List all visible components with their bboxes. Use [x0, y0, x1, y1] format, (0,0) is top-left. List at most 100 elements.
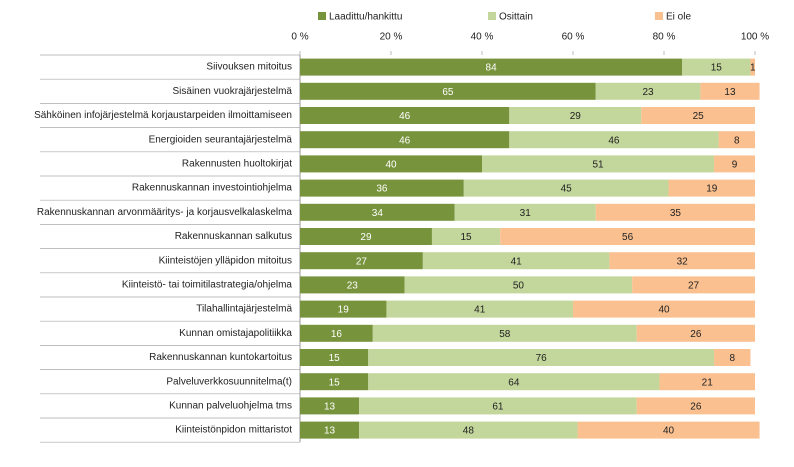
- value-label: 40: [385, 160, 397, 171]
- value-label: 15: [329, 353, 341, 364]
- value-label: 50: [513, 281, 525, 292]
- legend-label: Laadittu/hankittu: [329, 12, 402, 23]
- bar-segment: [700, 82, 760, 100]
- bar-segment: [300, 58, 683, 76]
- category-label: Rakennuskannan kuntokartoitus: [149, 352, 292, 363]
- bar-segment: [422, 252, 610, 270]
- category-label: Kunnan palveluohjelma tms: [169, 401, 292, 412]
- value-label: 26: [690, 329, 702, 340]
- value-label: 15: [329, 377, 341, 388]
- value-label: 15: [461, 232, 473, 243]
- value-label: 61: [492, 402, 504, 413]
- bar-segment: [509, 131, 719, 149]
- bar-segment: [300, 228, 432, 245]
- bar-segment: [300, 252, 423, 270]
- value-label: 32: [677, 256, 689, 267]
- bar-segment: [454, 203, 596, 221]
- category-label: Sähköinen infojärjestelmä korjaustarpeid…: [34, 110, 292, 121]
- bar-segment: [300, 82, 596, 100]
- value-label: 76: [536, 353, 548, 364]
- bar-segment: [659, 373, 755, 391]
- bar-segment: [372, 324, 637, 342]
- category-label: Sisäinen vuokrajärjestelmä: [172, 86, 292, 97]
- value-label: 84: [486, 63, 498, 74]
- category-label: Palveluverkkosuunnitelma(t): [166, 376, 292, 387]
- bar-segment: [482, 155, 715, 173]
- category-label: Tilahallintajärjestelmä: [196, 304, 292, 315]
- value-label: 13: [724, 87, 736, 98]
- value-label: 51: [592, 160, 604, 171]
- bar-segment: [573, 300, 755, 318]
- value-label: 29: [360, 232, 372, 243]
- value-label: 36: [376, 184, 388, 195]
- x-tick-label: 0 %: [291, 32, 308, 43]
- value-label: 15: [711, 63, 723, 74]
- value-label: 45: [561, 184, 573, 195]
- value-label: 65: [442, 87, 454, 98]
- bar-segment: [359, 421, 578, 439]
- category-label: Kiinteistö- tai toimitilastrategia/ohjel…: [122, 280, 293, 291]
- category-label: Rakennuskannan arvonmääritys- ja korjaus…: [37, 207, 293, 218]
- category-label: Siivouksen mitoitus: [206, 62, 292, 73]
- bar-segment: [682, 58, 751, 76]
- value-label: 27: [688, 281, 700, 292]
- bar-segment: [718, 131, 755, 149]
- bar-segment: [714, 349, 751, 366]
- legend-swatch: [655, 12, 663, 20]
- category-label: Energioiden seurantajärjestelmä: [149, 134, 293, 145]
- x-tick-label: 100 %: [741, 32, 769, 43]
- legend-swatch: [318, 12, 326, 20]
- value-label: 19: [338, 305, 350, 316]
- value-label: 46: [399, 135, 411, 146]
- bar-segment: [714, 155, 755, 173]
- bar-segment: [500, 228, 755, 245]
- bar-segment: [431, 228, 501, 245]
- bar-segment: [668, 179, 755, 197]
- bar-segment: [577, 421, 760, 439]
- value-label: 13: [324, 426, 336, 437]
- legend-swatch: [488, 12, 496, 20]
- category-label: Kiinteistöjen ylläpidon mitoitus: [159, 255, 292, 266]
- value-label: 31: [520, 208, 532, 219]
- value-label: 8: [734, 135, 740, 146]
- value-label: 23: [347, 281, 359, 292]
- value-label: 27: [356, 256, 368, 267]
- bar-segment: [641, 107, 755, 124]
- value-label: 56: [622, 232, 634, 243]
- bar-segment: [636, 397, 755, 415]
- value-label: 19: [706, 184, 718, 195]
- bar-segment: [368, 349, 715, 366]
- value-label: 35: [670, 208, 682, 219]
- legend-label: Osittain: [499, 12, 533, 23]
- bar-segment: [300, 373, 369, 391]
- x-tick-label: 80 %: [653, 32, 676, 43]
- x-tick-label: 60 %: [562, 32, 585, 43]
- bar-segment: [595, 82, 701, 100]
- bar-segment: [300, 324, 373, 342]
- x-tick-label: 20 %: [380, 32, 403, 43]
- bar-segment: [636, 324, 755, 342]
- value-label: 58: [499, 329, 511, 340]
- bar-segment: [368, 373, 660, 391]
- x-tick-label: 40 %: [471, 32, 494, 43]
- bar-segment: [609, 252, 755, 270]
- bar-segment: [300, 155, 482, 173]
- bar-segment: [300, 397, 360, 415]
- bar-segment: [300, 131, 510, 149]
- category-label: Kiinteistönpidon mittaristot: [175, 425, 292, 436]
- value-label: 46: [608, 135, 620, 146]
- value-label: 34: [372, 208, 384, 219]
- category-label: Rakennusten huoltokirjat: [182, 159, 292, 170]
- value-label: 23: [643, 87, 655, 98]
- category-label: Kunnan omistajapolitiikka: [179, 328, 292, 339]
- value-label: 1: [750, 63, 756, 74]
- bar-segment: [300, 107, 510, 124]
- bar-segment: [750, 58, 755, 76]
- value-label: 25: [693, 111, 705, 122]
- bar-segment: [300, 179, 464, 197]
- bar-segment: [386, 300, 573, 318]
- bar-segment: [300, 349, 369, 366]
- value-label: 13: [324, 402, 336, 413]
- bar-segment: [300, 203, 455, 221]
